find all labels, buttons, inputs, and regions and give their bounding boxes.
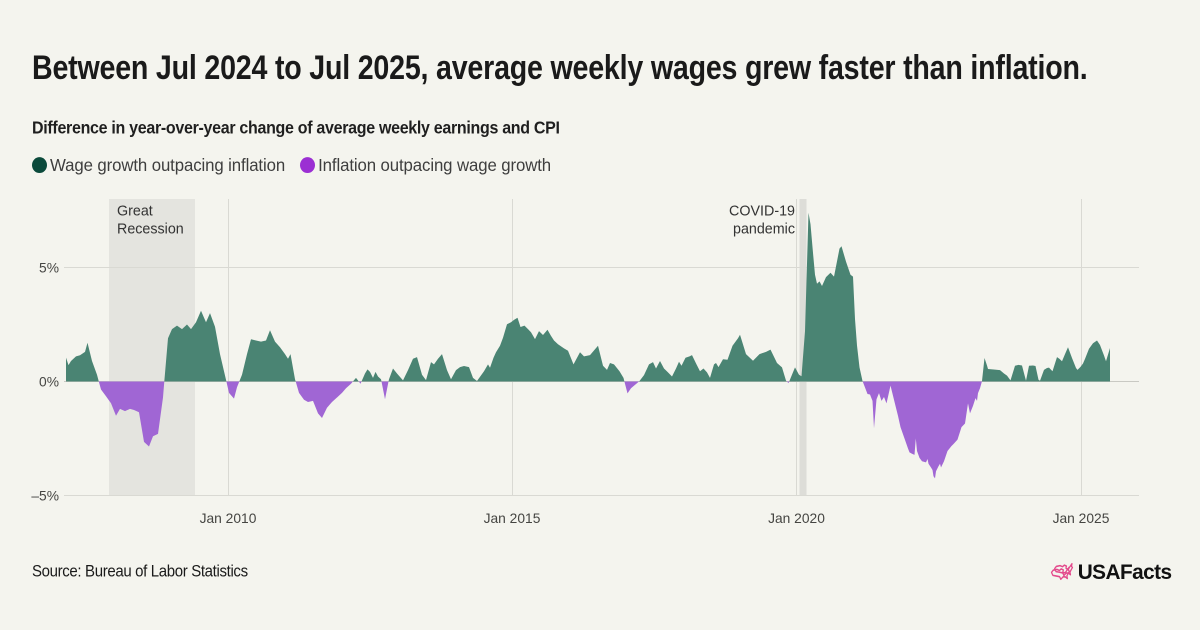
svg-text:Jan 2010: Jan 2010 xyxy=(200,511,257,526)
svg-text:Great: Great xyxy=(117,204,153,220)
svg-text:0%: 0% xyxy=(39,375,59,390)
svg-text:–5%: –5% xyxy=(31,489,59,504)
svg-text:Recession: Recession xyxy=(117,222,184,238)
svg-text:pandemic: pandemic xyxy=(733,222,795,238)
svg-text:Jan 2025: Jan 2025 xyxy=(1053,511,1110,526)
svg-text:COVID-19: COVID-19 xyxy=(729,204,795,220)
svg-text:Jan 2020: Jan 2020 xyxy=(768,511,825,526)
svg-text:Jan 2015: Jan 2015 xyxy=(484,511,541,526)
svg-text:5%: 5% xyxy=(39,261,59,276)
svg-text:USAFacts: USAFacts xyxy=(1078,561,1172,584)
